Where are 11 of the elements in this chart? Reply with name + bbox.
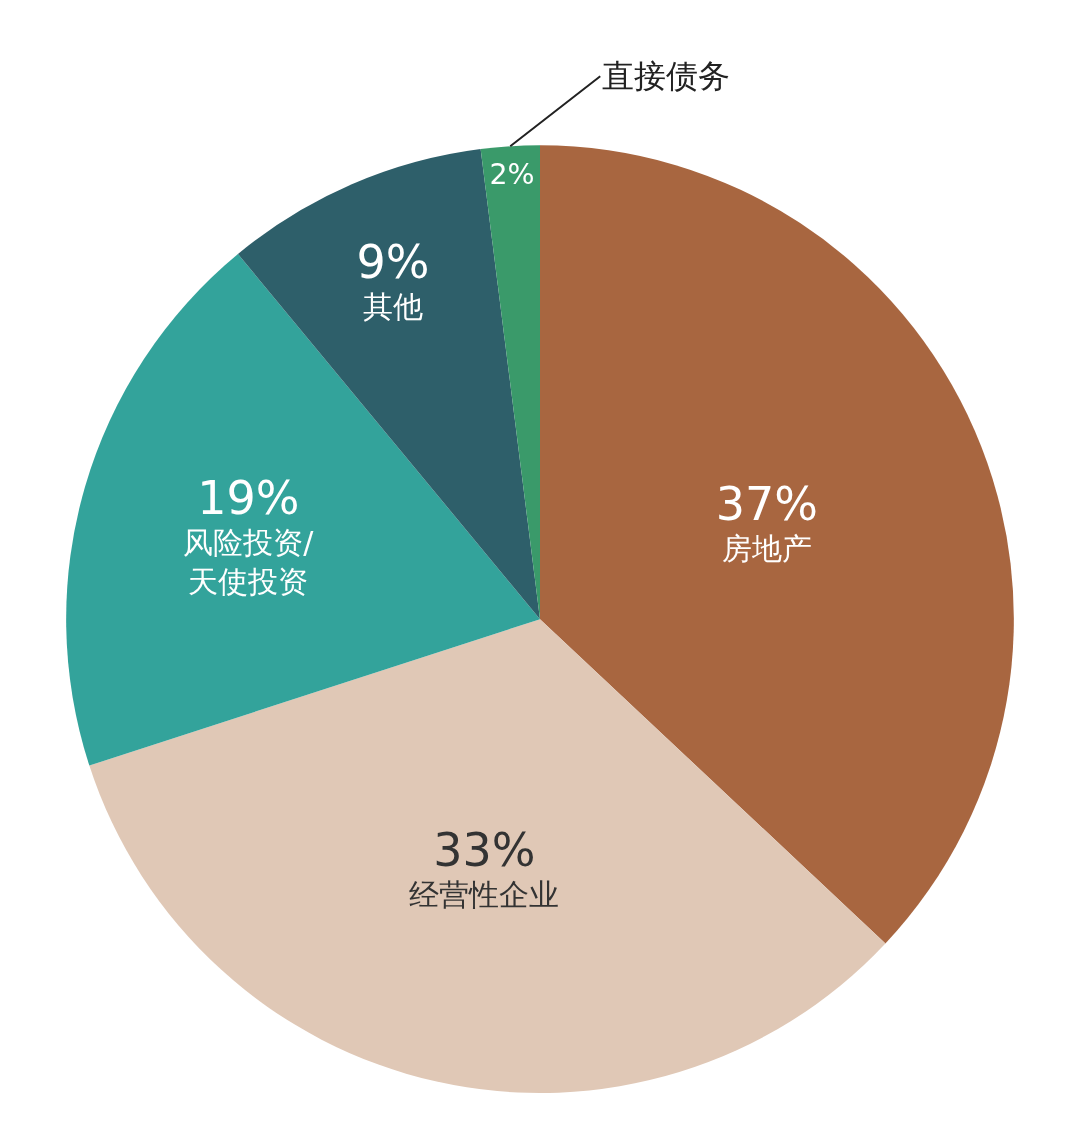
slice-label: 风险投资/ 天使投资 [183, 524, 315, 599]
slice-label: 其他 [362, 288, 423, 324]
data-label: 9% [356, 234, 430, 289]
slice-label: 经营性企业 [409, 877, 560, 913]
data-label: 37% [715, 476, 818, 531]
slice-label: 直接债务 [602, 57, 730, 95]
data-label: 33% [433, 823, 536, 878]
data-label: 2% [489, 158, 535, 192]
slice-label: 房地产 [721, 530, 812, 566]
pie-slice [89, 619, 886, 1093]
data-label: 19% [197, 470, 300, 525]
